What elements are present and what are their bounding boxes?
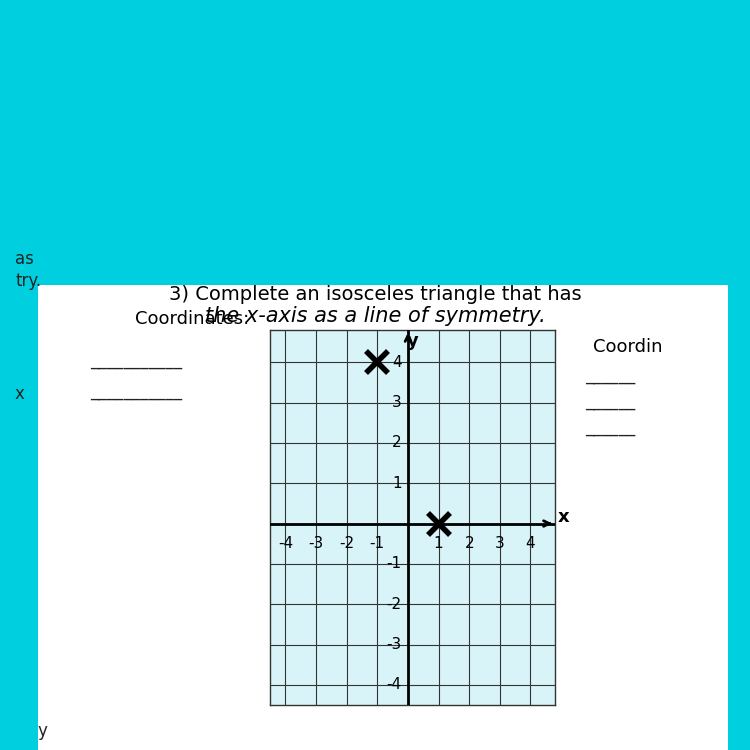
Text: 1: 1 — [433, 536, 443, 550]
Text: 4: 4 — [392, 355, 402, 370]
Text: -1: -1 — [387, 556, 402, 572]
Text: the x-axis as a line of symmetry.: the x-axis as a line of symmetry. — [205, 306, 545, 326]
Text: ______: ______ — [585, 366, 635, 384]
Text: -4: -4 — [278, 536, 293, 550]
Text: 2: 2 — [464, 536, 474, 550]
Text: as: as — [15, 250, 34, 268]
Text: x: x — [558, 509, 570, 526]
Text: ______: ______ — [585, 392, 635, 410]
Text: Coordinates:: Coordinates: — [135, 310, 249, 328]
Text: try.: try. — [15, 272, 41, 290]
Text: 2: 2 — [392, 436, 402, 451]
Text: 3: 3 — [495, 536, 505, 550]
Text: -4: -4 — [387, 677, 402, 692]
Text: -2: -2 — [339, 536, 354, 550]
Text: -2: -2 — [387, 597, 402, 612]
Text: 3) Complete an isosceles triangle that has: 3) Complete an isosceles triangle that h… — [169, 285, 581, 304]
Text: 4: 4 — [526, 536, 536, 550]
Text: -3: -3 — [308, 536, 323, 550]
Text: -1: -1 — [370, 536, 385, 550]
Text: y: y — [406, 332, 418, 350]
Text: ___________: ___________ — [90, 351, 182, 369]
Text: 1: 1 — [392, 476, 402, 490]
Text: x: x — [15, 385, 25, 403]
Text: Coordin: Coordin — [592, 338, 662, 356]
Text: ______: ______ — [585, 419, 635, 436]
Text: 3: 3 — [392, 395, 402, 410]
Text: y: y — [38, 722, 47, 740]
Text: -3: -3 — [386, 637, 402, 652]
Text: ___________: ___________ — [90, 382, 182, 400]
